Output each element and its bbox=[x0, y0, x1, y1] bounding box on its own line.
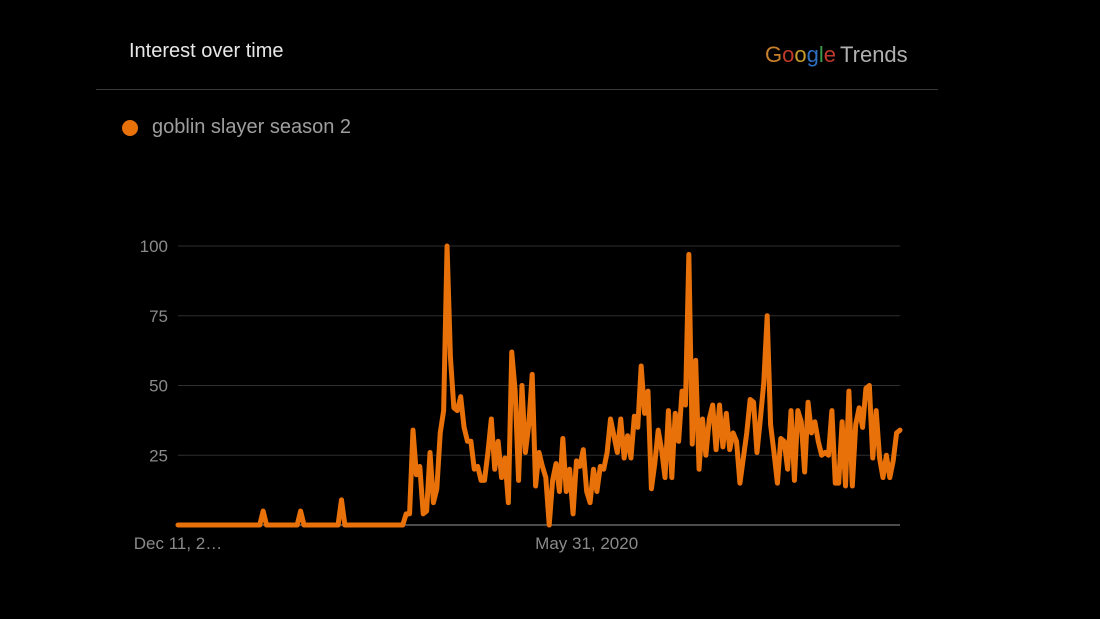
brand-letter: o bbox=[794, 42, 807, 67]
x-tick-labels: Dec 11, 2… May 31, 2020 bbox=[134, 534, 638, 553]
brand-letter: G bbox=[765, 42, 783, 67]
brand-trends-label: Trends bbox=[840, 42, 908, 67]
brand-letter: o bbox=[782, 42, 795, 67]
y-tick-label: 25 bbox=[149, 446, 168, 465]
brand-letter: g bbox=[806, 42, 819, 67]
header-divider bbox=[96, 89, 938, 90]
y-tick-label: 50 bbox=[149, 377, 168, 396]
y-tick-label: 75 bbox=[149, 307, 168, 326]
legend-marker bbox=[122, 119, 138, 136]
brand-letter: e bbox=[823, 42, 837, 67]
legend[interactable]: goblin slayer season 2 bbox=[122, 116, 351, 139]
chart-title: Interest over time bbox=[129, 40, 284, 62]
y-tick-label: 100 bbox=[140, 237, 168, 256]
series-line[interactable] bbox=[175, 243, 903, 528]
x-tick-label: May 31, 2020 bbox=[535, 534, 638, 553]
legend-series-label: goblin slayer season 2 bbox=[152, 116, 352, 138]
google-trends-logo: Google Trends bbox=[765, 42, 908, 68]
y-tick-labels: 25 50 75 100 bbox=[140, 237, 168, 465]
x-tick-label: Dec 11, 2… bbox=[134, 534, 223, 553]
brand-letter: l bbox=[818, 42, 824, 67]
